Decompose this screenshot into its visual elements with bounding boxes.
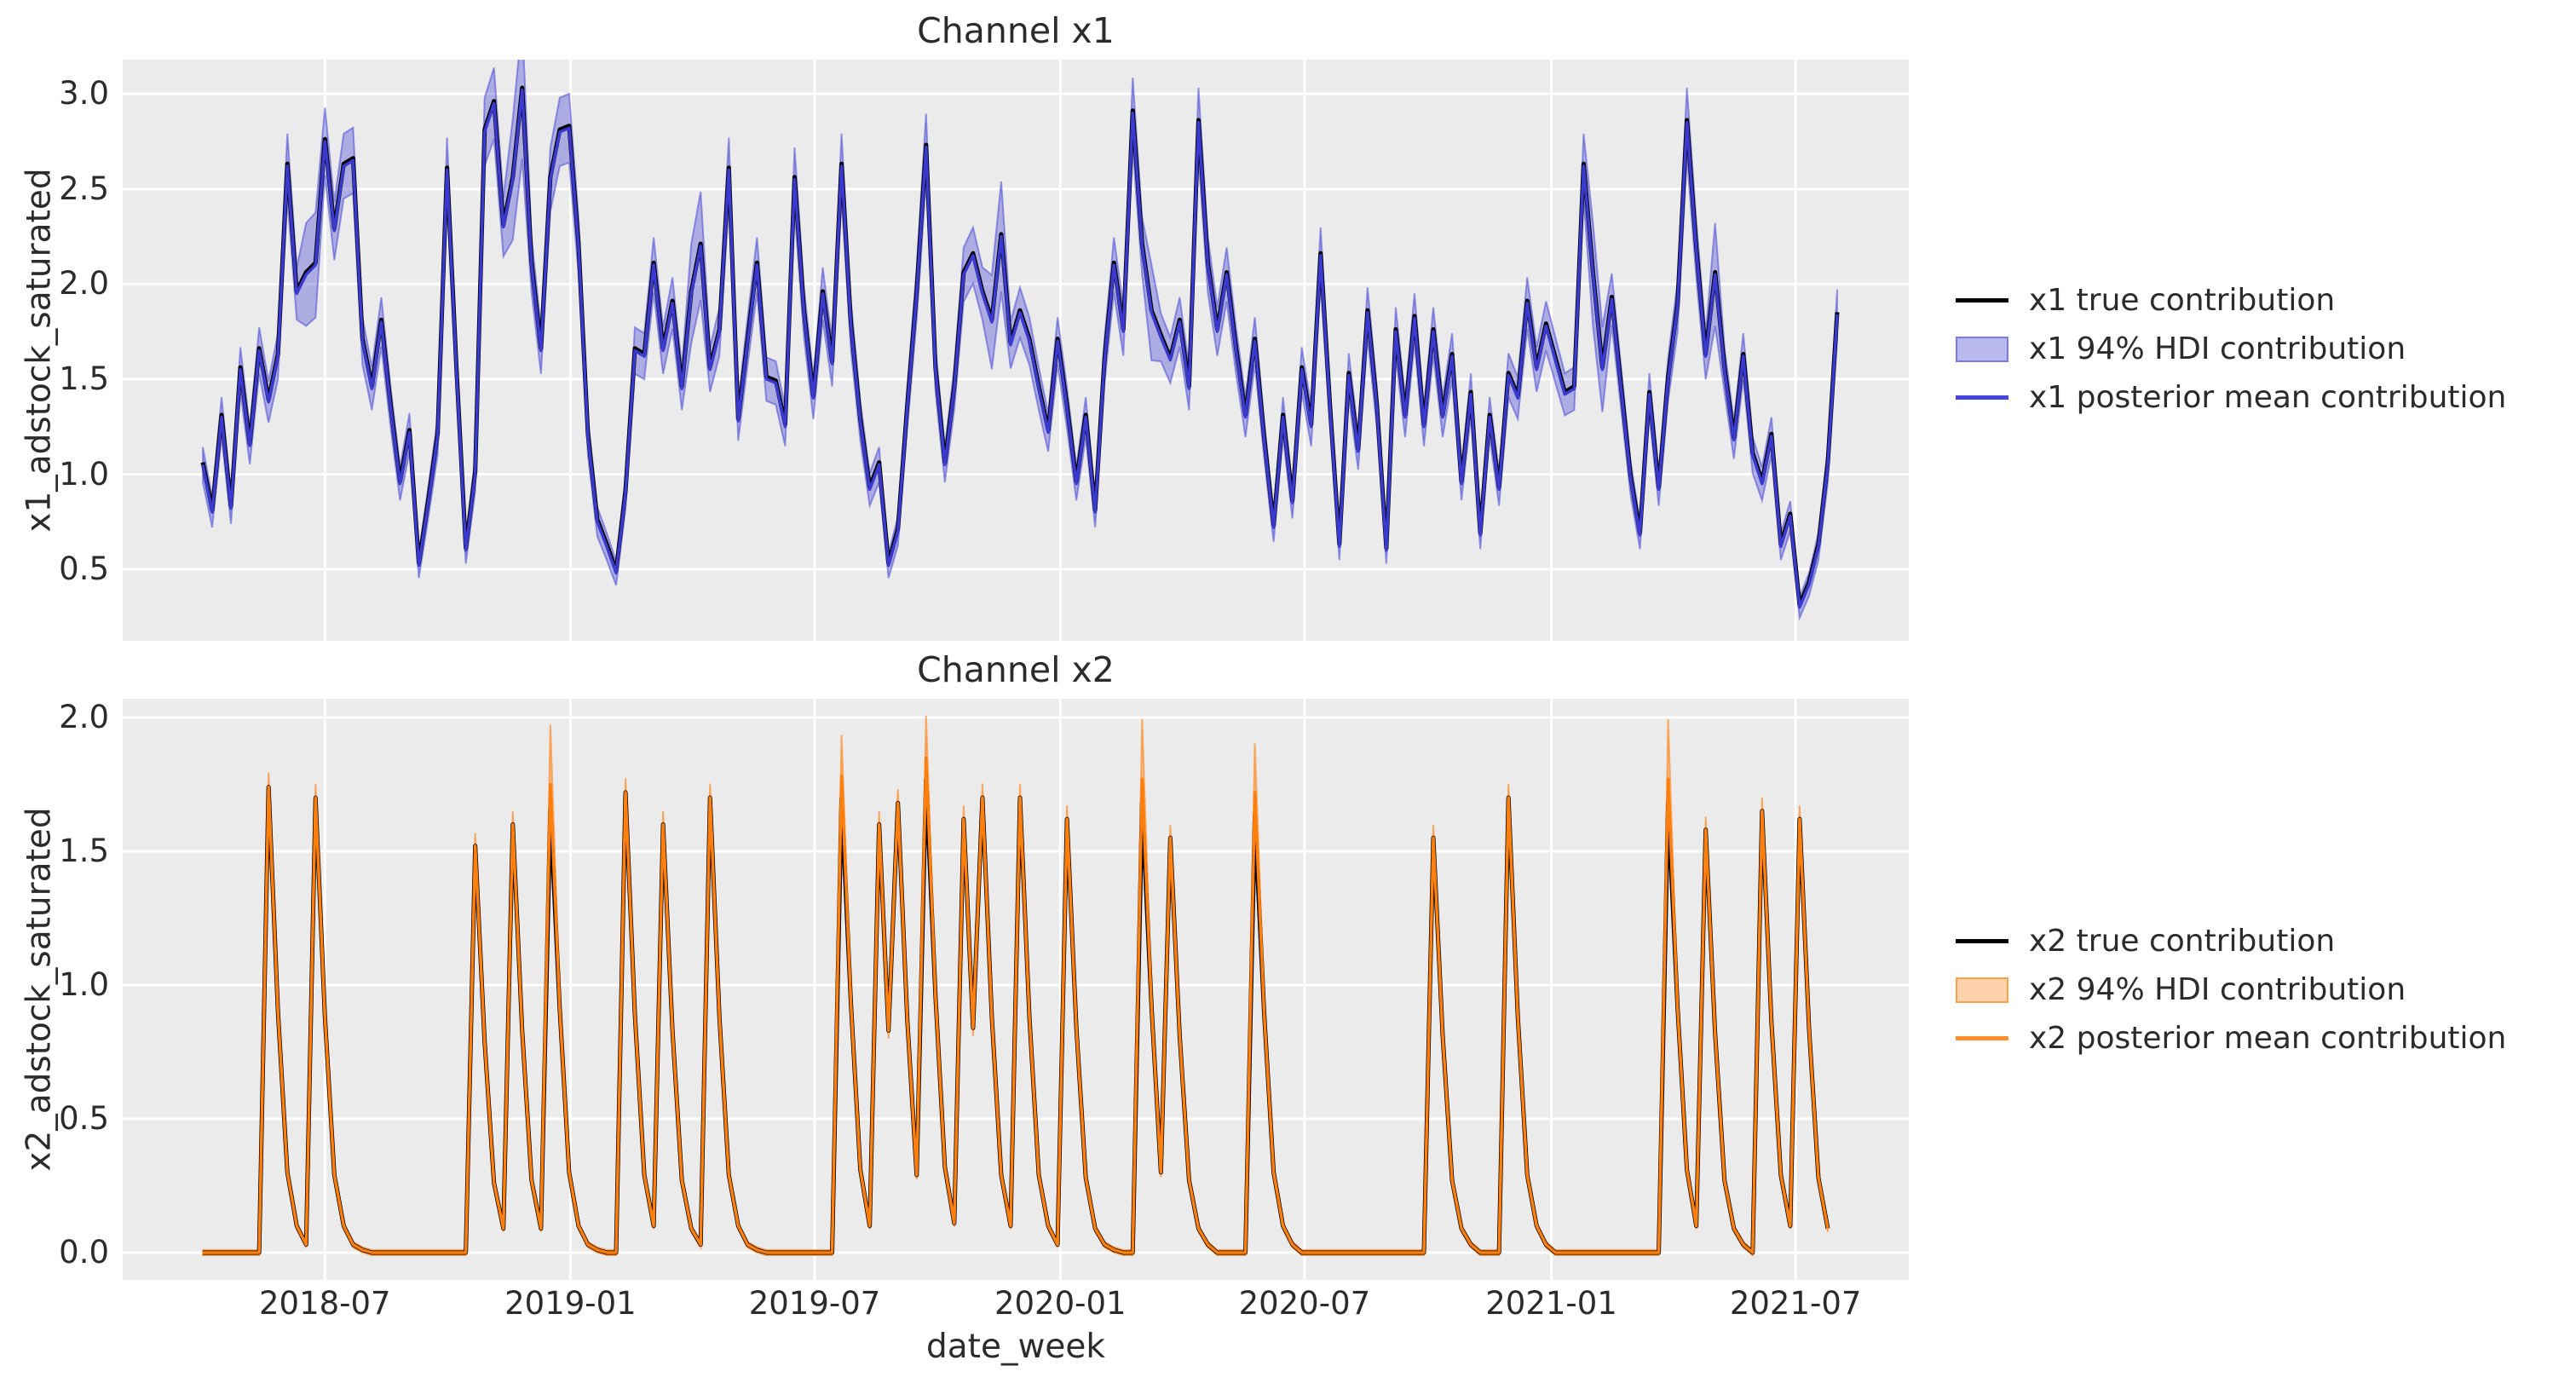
legend-item-hdi: x1 94% HDI contribution: [1956, 325, 2506, 373]
chart1-title: Channel x1: [917, 10, 1115, 51]
x-tick-label: 2019-01: [504, 1285, 637, 1322]
legend-label: x2 posterior mean contribution: [2029, 1021, 2507, 1056]
y-tick-label: 0.5: [59, 1099, 109, 1137]
y-tick-label: 0.0: [59, 1233, 109, 1271]
legend-label: x1 true contribution: [2029, 283, 2336, 318]
chart2-title: Channel x2: [917, 649, 1115, 690]
legend-label: x1 94% HDI contribution: [2029, 331, 2406, 366]
y-tick-label: 0.5: [59, 550, 109, 588]
x-tick-label: 2021-01: [1485, 1285, 1617, 1322]
chart2-legend: x2 true contribution x2 94% HDI contribu…: [1956, 917, 2506, 1063]
legend-patch-swatch: [1956, 977, 2008, 1003]
legend-item-true: x2 true contribution: [1956, 917, 2506, 965]
legend-label: x1 posterior mean contribution: [2029, 380, 2507, 415]
x-tick-label: 2020-07: [1238, 1285, 1371, 1322]
x-tick-label: 2019-07: [748, 1285, 881, 1322]
y-tick-label: 1.0: [59, 455, 109, 493]
legend-item-posterior-mean: x2 posterior mean contribution: [1956, 1014, 2506, 1063]
chart1-plot-area: [123, 60, 1909, 641]
chart2-plot-area: [123, 699, 1909, 1280]
x-tick-label: 2020-01: [994, 1285, 1127, 1322]
legend-patch-swatch: [1956, 336, 2008, 362]
legend-line-swatch: [1956, 939, 2008, 943]
legend-item-posterior-mean: x1 posterior mean contribution: [1956, 373, 2506, 422]
y-tick-label: 3.0: [59, 75, 109, 112]
y-tick-label: 2.0: [59, 698, 109, 735]
y-tick-label: 2.0: [59, 265, 109, 303]
y-tick-label: 1.0: [59, 965, 109, 1003]
legend-line-swatch: [1956, 1036, 2008, 1040]
y-tick-label: 1.5: [59, 832, 109, 869]
legend-item-true: x1 true contribution: [1956, 276, 2506, 325]
y-tick-label: 1.5: [59, 360, 109, 397]
x-tick-label: 2021-07: [1729, 1285, 1862, 1322]
x-axis-label: date_week: [926, 1328, 1105, 1366]
legend-line-swatch: [1956, 298, 2008, 303]
y-tick-label: 2.5: [59, 170, 109, 207]
legend-label: x2 true contribution: [2029, 924, 2336, 959]
x-tick-label: 2018-07: [258, 1285, 391, 1322]
legend-line-swatch: [1956, 395, 2008, 400]
legend-item-hdi: x2 94% HDI contribution: [1956, 965, 2506, 1014]
chart1-legend: x1 true contribution x1 94% HDI contribu…: [1956, 276, 2506, 422]
legend-label: x2 94% HDI contribution: [2029, 972, 2406, 1007]
